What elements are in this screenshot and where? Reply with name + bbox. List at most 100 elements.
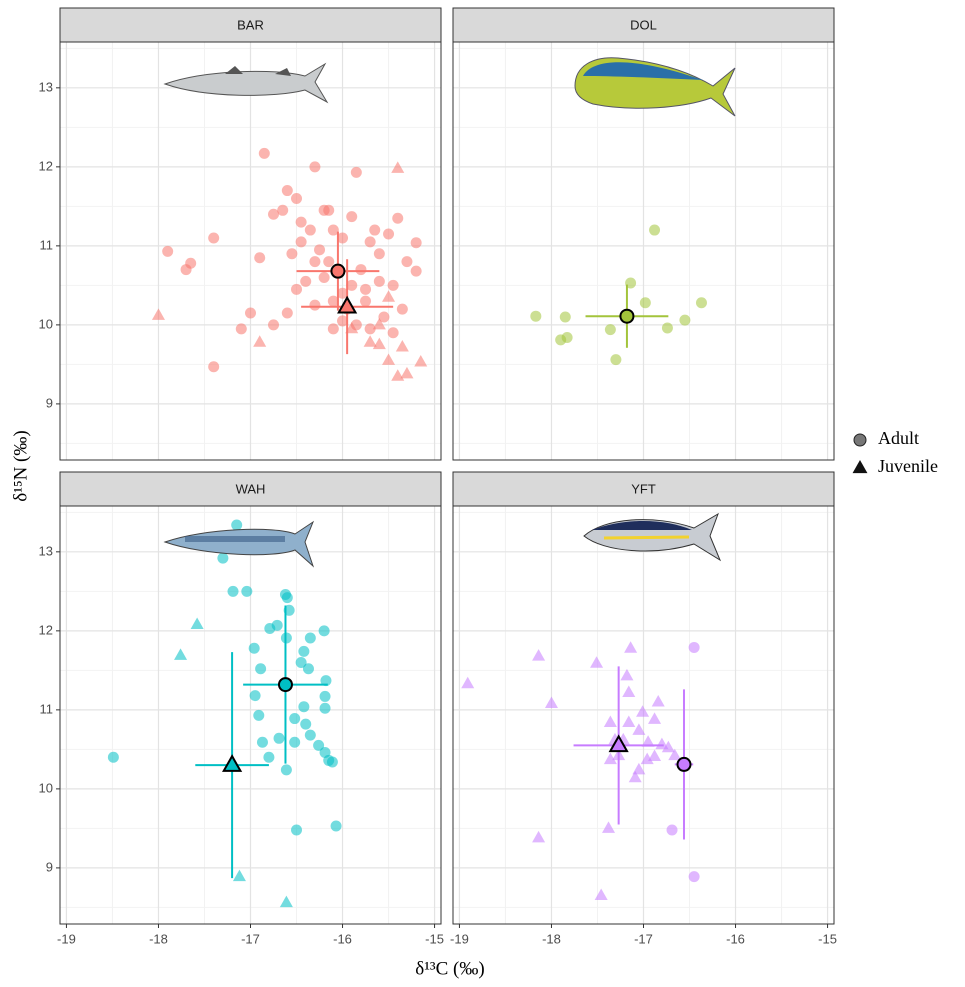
point bbox=[661, 322, 673, 334]
point bbox=[620, 668, 634, 681]
point bbox=[410, 265, 422, 277]
point bbox=[227, 585, 239, 597]
point bbox=[532, 830, 546, 843]
point bbox=[695, 297, 707, 309]
point bbox=[304, 224, 316, 236]
x-tick-label: -17 bbox=[634, 931, 653, 946]
mean-point bbox=[676, 756, 692, 772]
point bbox=[318, 625, 330, 637]
point bbox=[249, 690, 261, 702]
point bbox=[327, 224, 339, 236]
point bbox=[387, 327, 399, 339]
point bbox=[323, 256, 335, 268]
point bbox=[590, 656, 604, 668]
mean-point bbox=[277, 677, 293, 693]
point bbox=[295, 656, 307, 668]
point bbox=[639, 297, 651, 309]
point bbox=[320, 675, 332, 687]
point bbox=[268, 208, 280, 220]
point bbox=[185, 257, 197, 269]
point bbox=[360, 283, 372, 295]
point bbox=[648, 749, 662, 761]
y-tick-label: 9 bbox=[46, 395, 53, 410]
point bbox=[255, 663, 267, 675]
point bbox=[217, 552, 229, 564]
x-tick-label: -16 bbox=[333, 931, 352, 946]
point bbox=[363, 335, 377, 347]
x-tick-label: -17 bbox=[241, 931, 260, 946]
point bbox=[231, 519, 243, 531]
x-tick-label: -15 bbox=[425, 931, 444, 946]
legend-label: Juvenile bbox=[878, 456, 938, 476]
point bbox=[162, 245, 174, 257]
point bbox=[151, 308, 165, 320]
point bbox=[302, 663, 314, 675]
point bbox=[622, 685, 636, 697]
point bbox=[289, 713, 301, 725]
point bbox=[400, 366, 414, 379]
point bbox=[291, 824, 303, 836]
y-tick-label: 10 bbox=[39, 780, 53, 795]
point bbox=[414, 355, 428, 367]
y-tick-label: 9 bbox=[46, 859, 53, 874]
point bbox=[688, 641, 700, 653]
strip-label: YFT bbox=[631, 481, 656, 496]
point bbox=[337, 287, 349, 299]
strip-label: WAH bbox=[236, 481, 266, 496]
point bbox=[248, 642, 260, 654]
point bbox=[245, 307, 256, 319]
legend: Adult Juvenile bbox=[852, 428, 938, 476]
point bbox=[632, 723, 646, 735]
point bbox=[688, 871, 700, 883]
point bbox=[383, 228, 395, 240]
mean-point bbox=[222, 754, 243, 772]
point bbox=[304, 632, 316, 644]
point bbox=[530, 310, 542, 322]
point bbox=[544, 696, 558, 709]
point bbox=[232, 869, 246, 882]
fish-yellowfin bbox=[583, 512, 722, 562]
point bbox=[396, 303, 408, 315]
point bbox=[298, 701, 310, 713]
point bbox=[559, 311, 571, 323]
point bbox=[661, 740, 675, 753]
point bbox=[632, 762, 646, 775]
point bbox=[289, 736, 301, 748]
point bbox=[594, 888, 608, 901]
point bbox=[258, 147, 270, 159]
x-tick-label: -18 bbox=[542, 931, 561, 946]
point bbox=[372, 317, 386, 330]
point bbox=[337, 315, 349, 327]
point bbox=[602, 821, 616, 833]
points bbox=[530, 224, 707, 366]
point bbox=[208, 232, 220, 244]
point bbox=[291, 192, 303, 204]
points bbox=[461, 641, 700, 901]
point bbox=[640, 752, 654, 765]
point bbox=[268, 319, 280, 331]
point bbox=[295, 236, 307, 248]
point bbox=[561, 332, 573, 344]
point bbox=[628, 770, 642, 783]
point bbox=[604, 324, 616, 336]
strip bbox=[452, 7, 835, 43]
strip bbox=[452, 471, 835, 507]
mean-point bbox=[619, 308, 635, 324]
mean-point bbox=[330, 263, 346, 279]
point bbox=[253, 709, 265, 721]
strip bbox=[59, 471, 442, 507]
point bbox=[254, 252, 266, 264]
point bbox=[364, 323, 376, 335]
point bbox=[319, 702, 331, 714]
x-axis-label: δ¹³C (‰) bbox=[415, 958, 484, 979]
point bbox=[286, 248, 298, 260]
y-tick-label: 12 bbox=[39, 158, 53, 173]
point bbox=[319, 690, 331, 702]
point bbox=[318, 271, 330, 283]
point bbox=[107, 751, 119, 763]
x-tick-label: -19 bbox=[57, 931, 76, 946]
point bbox=[360, 295, 372, 307]
point bbox=[624, 641, 638, 653]
point bbox=[350, 166, 362, 178]
